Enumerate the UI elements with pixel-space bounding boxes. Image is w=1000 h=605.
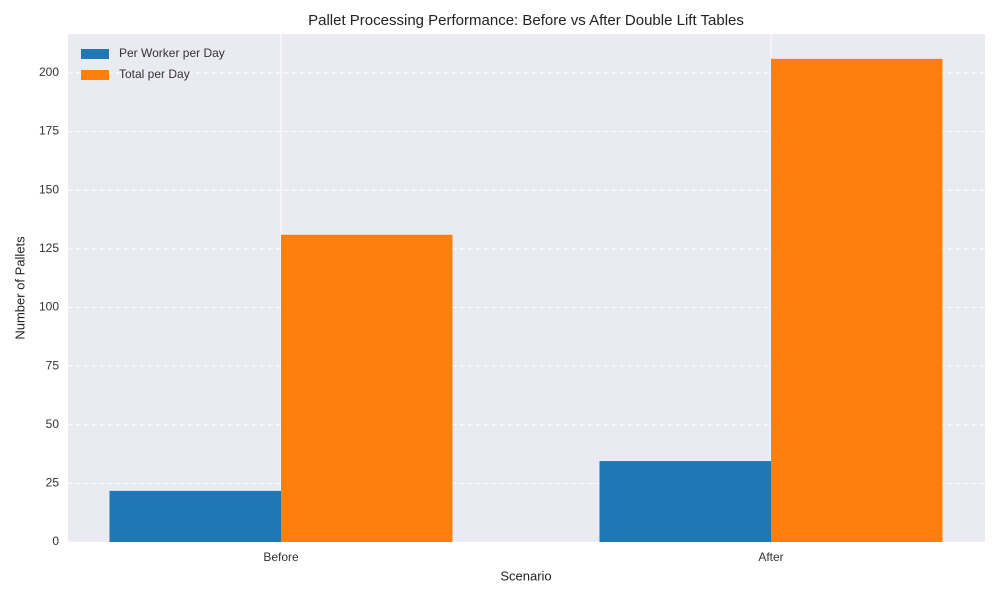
bar	[109, 490, 281, 542]
y-tick-label: 25	[46, 476, 60, 490]
x-axis-label: Scenario	[500, 568, 551, 583]
x-tick-label: Before	[263, 550, 299, 564]
x-tick-label: After	[758, 550, 783, 564]
y-axis-label: Number of Pallets	[12, 236, 27, 340]
legend-swatch	[81, 49, 109, 59]
y-tick-label: 125	[39, 241, 59, 255]
chart-title: Pallet Processing Performance: Before vs…	[308, 12, 744, 29]
legend-label: Total per Day	[119, 67, 190, 81]
y-tick-label: 50	[46, 417, 60, 431]
bar	[771, 58, 943, 543]
y-tick-label: 100	[39, 300, 59, 314]
y-tick-label: 150	[39, 182, 59, 196]
legend-label: Per Worker per Day	[119, 46, 225, 60]
y-tick-label: 0	[52, 534, 59, 548]
y-tick-label: 200	[39, 65, 59, 79]
y-tick-label: 175	[39, 124, 59, 138]
legend-swatch	[81, 70, 109, 80]
bar	[599, 461, 771, 542]
y-tick-label: 75	[46, 358, 60, 372]
bar	[281, 234, 453, 542]
